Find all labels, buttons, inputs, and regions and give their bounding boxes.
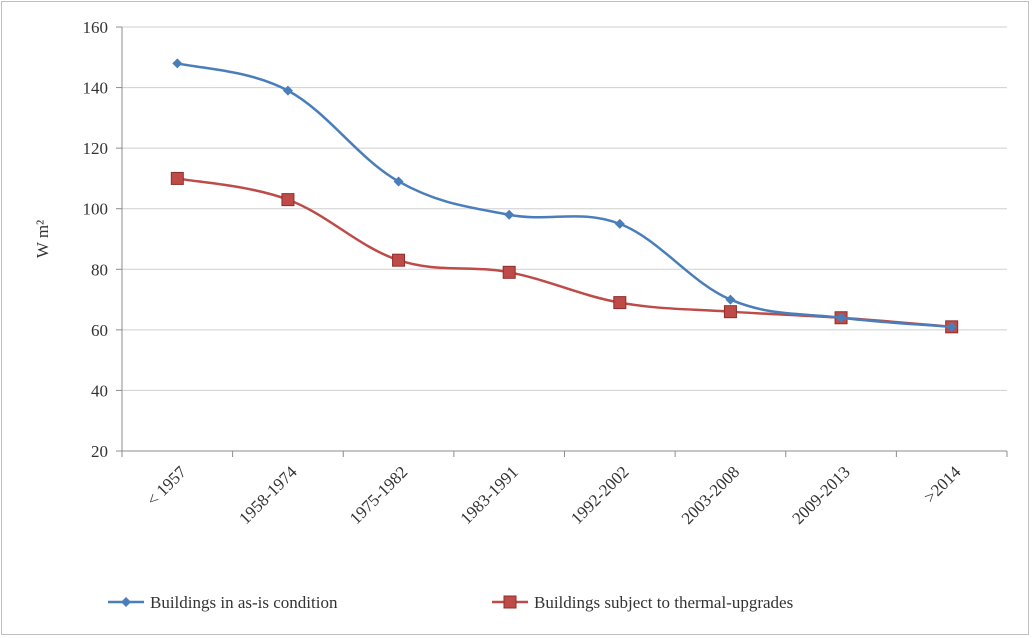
y-axis-title: W m² [33, 220, 52, 258]
y-tick-label: 100 [83, 200, 109, 219]
y-tick-label: 140 [83, 79, 109, 98]
legend-swatch-marker [503, 595, 517, 609]
legend-label: Buildings in as-is condition [150, 593, 338, 612]
x-tick-label: 2003-2008 [678, 462, 744, 528]
x-tick-label: 1975-1982 [346, 462, 412, 528]
data-point [172, 58, 183, 69]
legend-label: Buildings subject to thermal-upgrades [534, 593, 793, 612]
data-point [392, 253, 406, 267]
y-tick-label: 40 [91, 381, 108, 400]
y-tick-labels: 20 40 60 80 100 120 140 160 [83, 18, 109, 461]
data-point [614, 218, 625, 229]
x-tick-label: 1983-1991 [456, 462, 522, 528]
series-lines [170, 58, 959, 334]
y-tick-label: 120 [83, 139, 109, 158]
data-point [723, 305, 737, 319]
data-point [725, 294, 736, 305]
axes [116, 26, 1008, 457]
legend-swatch-marker [121, 597, 131, 607]
data-point [613, 296, 627, 310]
data-point [836, 312, 847, 323]
gridlines [122, 26, 1007, 391]
legend-item-1: Buildings in as-is condition [108, 593, 338, 612]
legend-item-2: Buildings subject to thermal-upgrades [492, 593, 793, 612]
data-point [281, 193, 295, 207]
data-point [170, 171, 184, 185]
data-point [502, 265, 516, 279]
y-tick-label: 60 [91, 321, 108, 340]
x-tick-labels: < 1957 1958-1974 1975-1982 1983-1991 1992-20… [143, 462, 965, 528]
y-tick-label: 80 [91, 260, 108, 279]
x-tick-label: 1958-1974 [235, 462, 301, 528]
x-tick-label: >2014 [920, 462, 965, 507]
legend: Buildings in as-is condition Buildings su… [108, 593, 793, 612]
data-point [504, 209, 515, 220]
data-point [393, 176, 404, 187]
y-tick-label: 20 [91, 442, 108, 461]
x-tick-label: < 1957 [143, 462, 191, 510]
x-tick-label: 1992-2002 [567, 462, 633, 528]
series-line [177, 62, 952, 329]
data-point [946, 321, 957, 332]
x-tick-label: 2009-2013 [788, 462, 854, 528]
data-point [282, 85, 293, 96]
series-2 [170, 171, 959, 334]
series-1 [172, 58, 957, 332]
y-tick-label: 160 [83, 18, 109, 37]
